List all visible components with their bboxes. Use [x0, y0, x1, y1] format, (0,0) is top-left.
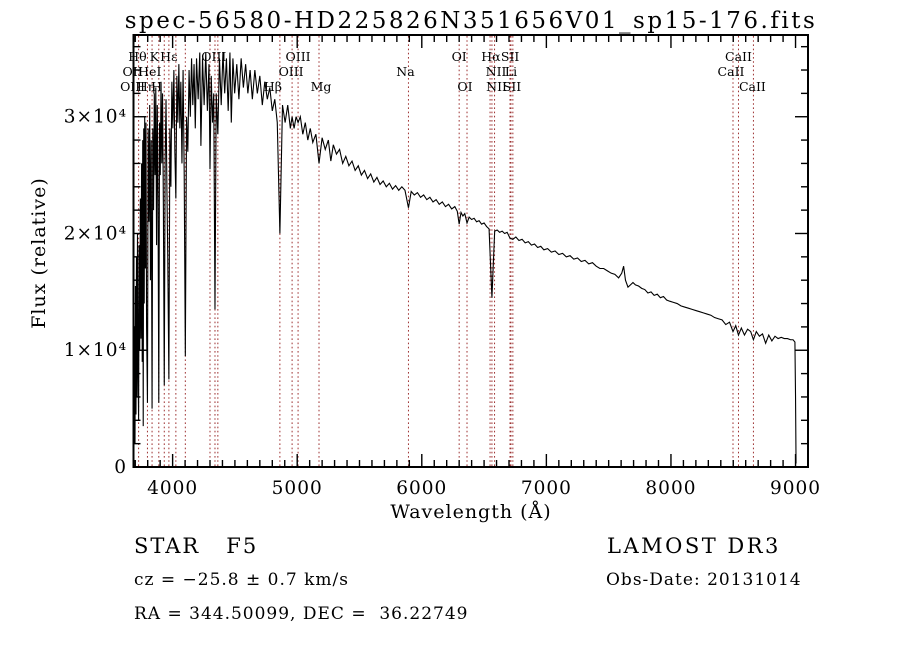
line-label: SII: [503, 79, 522, 94]
line-label: OIII: [286, 49, 311, 64]
line-label: Mg: [311, 79, 332, 94]
line-label: Hη: [137, 79, 155, 94]
y-axis-label: Flux (relative): [28, 177, 50, 329]
survey-release-text: LAMOST DR3: [607, 534, 781, 558]
obs-date-text: Obs-Date: 20131014: [606, 570, 802, 590]
plot-title: spec-56580-HD225826N351656V01_sp15-176.f…: [124, 8, 818, 34]
line-label: OIII: [120, 79, 145, 94]
object-class-text: STAR F5: [134, 534, 259, 558]
line-label: Li: [505, 64, 517, 79]
line-label: CaII: [739, 79, 766, 94]
spectrum-curve: [133, 52, 797, 464]
line-label: OIII: [201, 49, 226, 64]
x-tick-label: 5000: [272, 478, 323, 499]
line-label: HeI: [138, 64, 161, 79]
line-label: OI: [452, 49, 467, 64]
line-label: H: [151, 79, 162, 94]
line-label: CaII: [725, 49, 752, 64]
x-tick-label: 6000: [396, 478, 447, 499]
x-tick-label: 4000: [147, 478, 198, 499]
ra-dec-text: RA = 344.50099, DEC = 36.22749: [134, 604, 469, 624]
plot-frame: [132, 34, 809, 468]
y-tick-label: 1×10⁴: [64, 340, 127, 361]
x-tick-label: 8000: [645, 478, 696, 499]
y-tick-label: 3×10⁴: [64, 107, 127, 128]
line-label: OIII: [279, 64, 304, 79]
x-tick-label: 7000: [521, 478, 572, 499]
y-tick-label: 2×10⁴: [64, 223, 127, 244]
line-label: K: [150, 49, 160, 64]
line-label: OII: [123, 64, 143, 79]
x-axis-label: Wavelength (Å): [390, 501, 552, 523]
line-label: OI: [457, 79, 472, 94]
line-label: Na: [396, 64, 415, 79]
line-label: NII: [486, 79, 507, 94]
line-label: SII: [501, 49, 520, 64]
line-label: Hθ: [128, 49, 146, 64]
radial-velocity-text: cz = −25.8 ± 0.7 km/s: [134, 570, 349, 590]
line-label: NII: [486, 64, 507, 79]
line-label: Hβ: [264, 79, 282, 94]
line-label: Hε: [160, 49, 177, 64]
line-label: CaII: [718, 64, 745, 79]
y-tick-label: 0: [114, 457, 127, 478]
x-tick-label: 9000: [770, 478, 821, 499]
line-label: Hα: [481, 49, 501, 64]
